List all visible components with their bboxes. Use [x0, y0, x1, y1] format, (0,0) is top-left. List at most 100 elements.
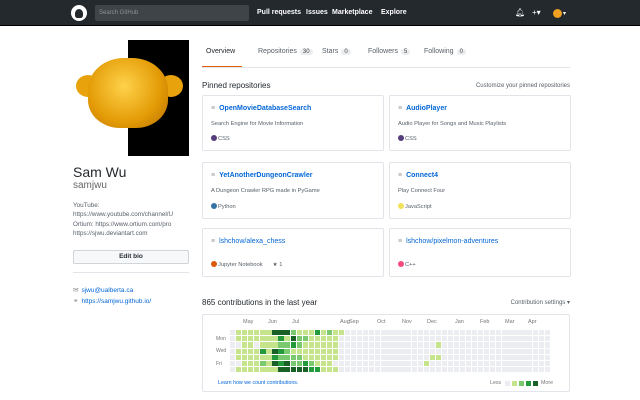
contribution-day-cell[interactable] — [508, 354, 514, 361]
contribution-day-cell[interactable] — [363, 348, 369, 354]
contribution-day-cell[interactable] — [260, 348, 266, 354]
contribution-day-cell[interactable] — [544, 342, 550, 348]
contribution-day-cell[interactable] — [453, 336, 460, 342]
contribution-day-cell[interactable] — [393, 354, 399, 361]
contribution-day-cell[interactable] — [472, 367, 478, 373]
contribution-day-cell[interactable] — [230, 342, 236, 348]
contribution-day-cell[interactable] — [441, 361, 448, 367]
contribution-day-cell[interactable] — [496, 330, 502, 336]
contribution-day-cell[interactable] — [369, 342, 375, 348]
contribution-day-cell[interactable] — [447, 348, 454, 354]
contribution-day-cell[interactable] — [344, 361, 351, 367]
contribution-day-cell[interactable] — [429, 367, 435, 373]
contribution-day-cell[interactable] — [478, 330, 484, 336]
contribution-day-cell[interactable] — [532, 336, 538, 342]
contribution-day-cell[interactable] — [490, 336, 496, 342]
contribution-day-cell[interactable] — [278, 336, 284, 342]
contribution-day-cell[interactable] — [381, 336, 387, 342]
contribution-day-cell[interactable] — [326, 367, 333, 373]
contribution-day-cell[interactable] — [266, 367, 272, 373]
contribution-day-cell[interactable] — [496, 354, 502, 361]
contribution-day-cell[interactable] — [314, 342, 320, 348]
contribution-day-cell[interactable] — [266, 330, 272, 336]
contribution-day-cell[interactable] — [544, 336, 550, 342]
contribution-day-cell[interactable] — [490, 348, 496, 354]
contribution-day-cell[interactable] — [508, 342, 514, 348]
contribution-day-cell[interactable] — [326, 336, 333, 342]
contribution-day-cell[interactable] — [441, 342, 448, 348]
contribution-day-cell[interactable] — [405, 361, 411, 367]
contribution-day-cell[interactable] — [459, 330, 466, 336]
contribution-day-cell[interactable] — [411, 367, 417, 373]
contribution-day-cell[interactable] — [435, 336, 441, 342]
contribution-day-cell[interactable] — [411, 336, 417, 342]
contribution-day-cell[interactable] — [363, 342, 369, 348]
website-link[interactable]: ⚭ https://samjwu.github.io/ — [73, 297, 151, 305]
contribution-day-cell[interactable] — [272, 330, 278, 336]
contribution-day-cell[interactable] — [417, 342, 423, 348]
contribution-day-cell[interactable] — [532, 361, 538, 367]
contribution-day-cell[interactable] — [296, 367, 302, 373]
contribution-day-cell[interactable] — [441, 367, 448, 373]
contribution-day-cell[interactable] — [478, 336, 484, 342]
contribution-day-cell[interactable] — [290, 342, 296, 348]
contribution-day-cell[interactable] — [320, 342, 327, 348]
email-link[interactable]: ✉ sjwu@ualberta.ca — [73, 286, 133, 294]
contribution-day-cell[interactable] — [502, 342, 508, 348]
contribution-day-cell[interactable] — [230, 330, 236, 336]
contribution-day-cell[interactable] — [472, 342, 478, 348]
contribution-day-cell[interactable] — [423, 330, 429, 336]
contribution-day-cell[interactable] — [490, 342, 496, 348]
contribution-day-cell[interactable] — [230, 367, 236, 373]
contribution-day-cell[interactable] — [320, 354, 327, 361]
contribution-day-cell[interactable] — [236, 367, 242, 373]
contribution-day-cell[interactable] — [248, 342, 254, 348]
contribution-day-cell[interactable] — [472, 336, 478, 342]
nav-pull-requests[interactable]: Pull requests — [257, 9, 301, 16]
contribution-day-cell[interactable] — [496, 348, 502, 354]
contribution-day-cell[interactable] — [278, 330, 284, 336]
contribution-day-cell[interactable] — [266, 361, 272, 367]
contribution-day-cell[interactable] — [472, 361, 478, 367]
contribution-day-cell[interactable] — [369, 361, 375, 367]
contribution-day-cell[interactable] — [351, 348, 357, 354]
contribution-day-cell[interactable] — [272, 361, 278, 367]
contribution-day-cell[interactable] — [393, 367, 399, 373]
contribution-day-cell[interactable] — [508, 348, 514, 354]
contribution-day-cell[interactable] — [242, 367, 248, 373]
contribution-day-cell[interactable] — [308, 354, 314, 361]
contribution-day-cell[interactable] — [429, 361, 435, 367]
contribution-day-cell[interactable] — [254, 342, 260, 348]
contribution-day-cell[interactable] — [514, 348, 520, 354]
contribution-day-cell[interactable] — [236, 336, 242, 342]
contribution-day-cell[interactable] — [526, 330, 532, 336]
contribution-day-cell[interactable] — [302, 330, 308, 336]
contribution-day-cell[interactable] — [496, 367, 502, 373]
contribution-day-cell[interactable] — [441, 330, 448, 336]
contribution-day-cell[interactable] — [375, 342, 381, 348]
contribution-day-cell[interactable] — [351, 354, 357, 361]
contribution-day-cell[interactable] — [284, 354, 290, 361]
tab-overview[interactable]: Overview — [206, 48, 235, 55]
contribution-day-cell[interactable] — [357, 336, 363, 342]
contribution-day-cell[interactable] — [532, 342, 538, 348]
contribution-day-cell[interactable] — [484, 330, 490, 336]
contribution-day-cell[interactable] — [520, 330, 526, 336]
contribution-day-cell[interactable] — [248, 348, 254, 354]
contribution-day-cell[interactable] — [490, 361, 496, 367]
contribution-day-cell[interactable] — [411, 361, 417, 367]
contribution-day-cell[interactable] — [417, 361, 423, 367]
contribution-day-cell[interactable] — [520, 348, 526, 354]
contribution-day-cell[interactable] — [484, 361, 490, 367]
contribution-day-cell[interactable] — [272, 348, 278, 354]
contribution-day-cell[interactable] — [272, 336, 278, 342]
contribution-day-cell[interactable] — [272, 367, 278, 373]
contribution-day-cell[interactable] — [465, 336, 472, 342]
contribution-day-cell[interactable] — [242, 342, 248, 348]
contribution-day-cell[interactable] — [417, 336, 423, 342]
contribution-day-cell[interactable] — [538, 354, 544, 361]
contribution-day-cell[interactable] — [230, 348, 236, 354]
contribution-day-cell[interactable] — [369, 348, 375, 354]
contribution-day-cell[interactable] — [308, 361, 314, 367]
chevron-down-icon[interactable]: ▾ — [563, 11, 567, 17]
